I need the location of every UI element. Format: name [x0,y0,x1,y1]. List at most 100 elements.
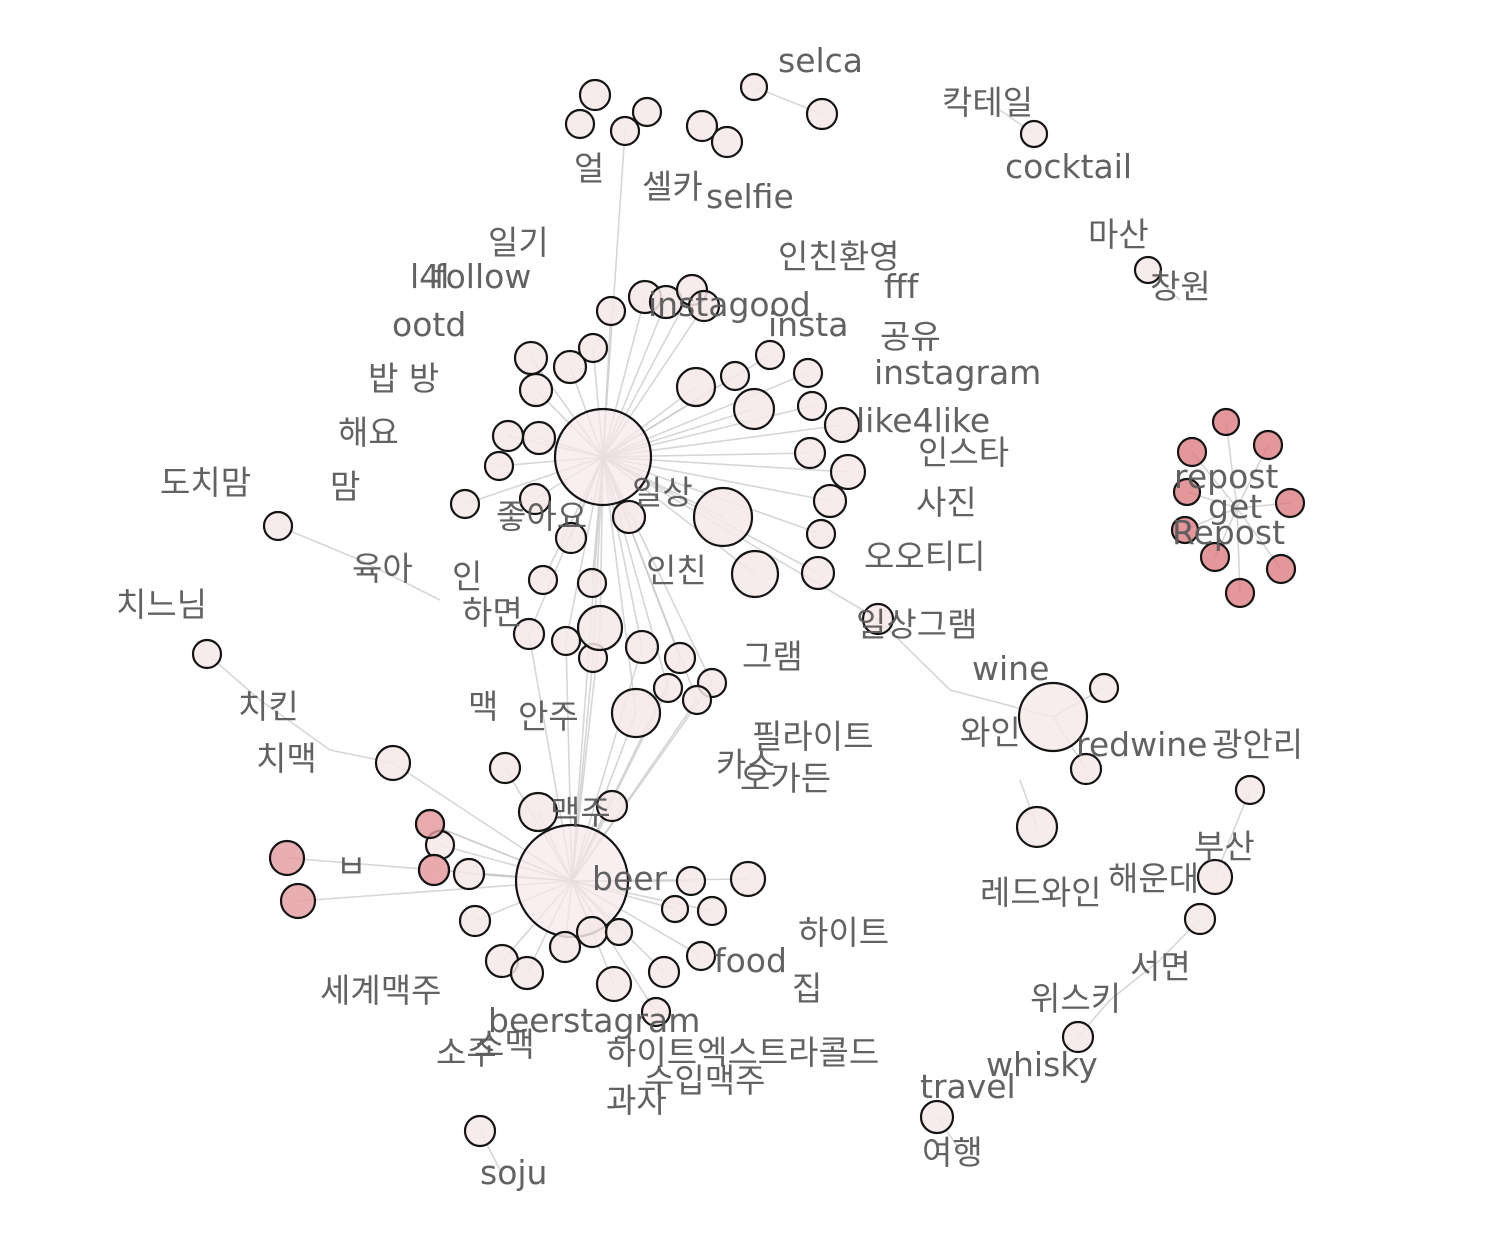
graph-node-37 [554,521,588,555]
graph-node-26 [800,555,836,591]
graph-node-40 [512,617,546,651]
graph-node-hot-1 [417,853,451,887]
label-filite: 필라이트 [752,717,873,756]
graph-node-85 [861,602,895,636]
label-bi: ㅂ [336,847,366,886]
graph-node-15 [754,339,786,371]
graph-node-22 [793,436,827,470]
label-selca-ko: 셀카 [642,167,703,206]
label-wine-ko: 와인 [960,713,1021,752]
label-instagram: instagram [874,353,1041,392]
label-hamyeon: 하면 [462,593,523,632]
label-worldbeer: 세계맥주 [320,971,441,1010]
edge-chain-4-1 [1109,959,1161,1001]
graph-node-2 [631,96,663,128]
graph-node-72 [729,860,767,898]
label-ootd-ko: 오오티디 [864,537,985,576]
graph-node-38 [527,564,559,596]
label-gram: 그램 [742,637,803,676]
label-repost: repost [1174,457,1278,496]
graph-node-31 [491,419,525,453]
label-selca: selca [778,41,863,80]
label-diary: 일기 [488,223,549,262]
label-cocktail-ko: 칵테일 [942,83,1033,122]
label-dailygram: 일상그램 [856,605,977,644]
edge-repost-0 [1225,421,1238,509]
label-travel-ko: 여행 [922,1133,983,1172]
label-masan: 마산 [1088,215,1149,254]
graph-node-41 [550,625,582,657]
graph-node-50 [692,486,754,548]
graph-node-36 [611,499,647,535]
graph-node-hot-2 [268,839,306,877]
label-mom: 맘 [330,467,360,506]
label-in: 인 [452,557,482,596]
graph-node-81 [1196,858,1234,896]
label-likes: 좋아요 [496,497,587,536]
label-cocktail: cocktail [1005,147,1132,186]
label-parenting: 육아 [352,549,413,588]
graph-node-23 [829,453,867,491]
graph-node-58 [452,857,486,891]
label-chimaek: 치맥 [256,739,317,778]
graph-node-hot-3 [279,882,317,920]
graph-node-20 [796,390,828,422]
graph-node-43 [576,604,624,652]
graph-node-repost-8 [1224,577,1256,609]
graph-node-1 [564,108,596,140]
graph-node-76 [463,1114,497,1148]
label-seomyeon: 서면 [1130,947,1191,986]
graph-node-59 [374,744,412,782]
label-maekju: 맥주 [550,793,611,832]
graph-node-5 [710,125,744,159]
label-instachin: 인친환영 [778,237,899,276]
graph-node-25 [805,518,837,550]
graph-node-52 [488,751,522,785]
graph-node-79 [1015,805,1059,849]
label-haeyo: 해요 [338,413,399,452]
graph-node-70 [696,895,728,927]
graph-node-8 [1019,119,1049,149]
graph-node-19 [792,357,824,389]
graph-node-repost-0 [1211,407,1241,437]
graph-node-repost-6 [1199,541,1231,573]
label-anju: 안주 [518,697,579,736]
graph-node-83 [1069,752,1103,786]
graph-node-33 [483,450,515,482]
graph-node-9 [1133,255,1163,285]
edge-chain-0-1 [359,559,441,601]
label-chinunim: 치느님 [116,585,207,624]
label-cass: 카스 [716,745,777,784]
graph-node-82 [1234,774,1266,806]
node-layer [191,72,1306,1148]
graph-node-24 [812,483,848,519]
graph-node-17 [675,366,717,408]
graph-node-48 [681,684,713,716]
label-soju-ko: 소주 [436,1033,497,1072]
label-redwine: redwine [1076,725,1207,764]
label-whisky-ko: 위스키 [1030,979,1121,1018]
graph-node-repost-5 [1170,515,1200,545]
label-layer: selca 칵테일 cocktail 얼 셀카 selfie 마산 창원 일기 … [116,41,1303,1192]
graph-node-repost-7 [1265,553,1297,585]
graph-node-10 [595,295,627,327]
label-hite: 하이트 [798,913,889,952]
label-hiteextra: 하이트엑스트라콜드 [606,1033,879,1072]
label-ootd: ootd [392,305,466,344]
label-importbeer: 수입맥주 [644,1061,765,1100]
graph-node-60 [458,904,492,938]
label-chicken: 치킨 [238,687,299,726]
graph-node-7 [805,97,839,131]
graph-node-75 [191,638,223,670]
label-dochimom: 도치맘 [160,463,251,502]
label-instagood: instagood [648,285,811,324]
graph-node-63 [548,930,582,964]
label-follow: follow [434,257,531,296]
label-like4like: like4like [856,401,990,440]
label-house: 집 [792,969,822,1008]
graph-node-35 [518,482,552,516]
graph-node-repost-4 [1274,487,1306,519]
label-soju: soju [480,1153,547,1192]
graph-node-68 [685,940,717,972]
